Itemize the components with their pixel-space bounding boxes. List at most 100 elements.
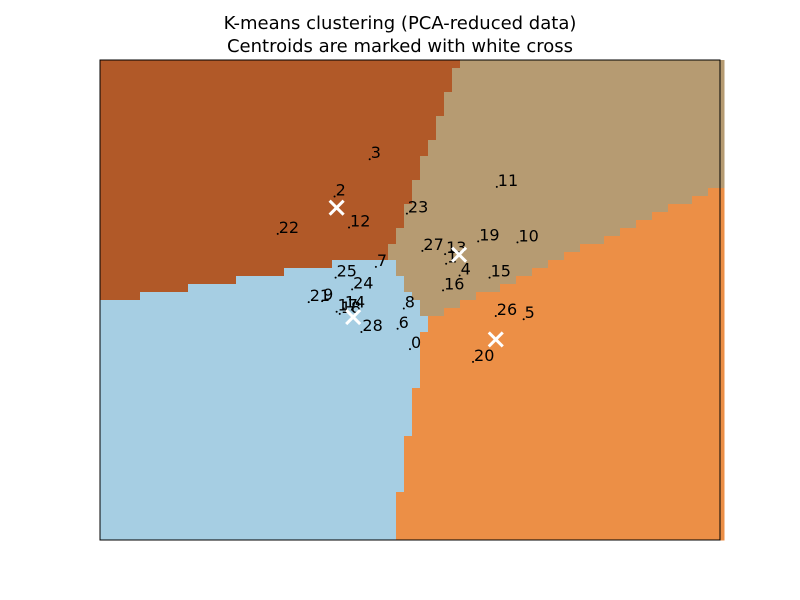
region-cell bbox=[636, 212, 645, 221]
region-cell bbox=[244, 452, 253, 461]
region-cell bbox=[132, 164, 141, 173]
region-cell bbox=[364, 428, 373, 437]
region-cell bbox=[140, 204, 149, 213]
region-cell bbox=[364, 444, 373, 453]
data-point bbox=[522, 318, 525, 321]
region-cell bbox=[412, 260, 421, 269]
region-cell bbox=[436, 100, 445, 109]
region-cell bbox=[532, 228, 541, 237]
region-cell bbox=[396, 116, 405, 125]
region-cell bbox=[684, 524, 693, 533]
region-cell bbox=[572, 332, 581, 341]
region-cell bbox=[444, 84, 453, 93]
region-cell bbox=[612, 468, 621, 477]
region-cell bbox=[292, 196, 301, 205]
region-cell bbox=[420, 364, 429, 373]
region-cell bbox=[196, 76, 205, 85]
region-cell bbox=[540, 324, 549, 333]
region-cell bbox=[268, 284, 277, 293]
region-cell bbox=[500, 516, 509, 525]
region-cell bbox=[100, 420, 109, 429]
region-cell bbox=[388, 420, 397, 429]
region-cell bbox=[588, 196, 597, 205]
region-cell bbox=[212, 140, 221, 149]
region-cell bbox=[316, 420, 325, 429]
region-cell bbox=[660, 300, 669, 309]
region-cell bbox=[324, 476, 333, 485]
region-cell bbox=[236, 356, 245, 365]
region-cell bbox=[212, 164, 221, 173]
region-cell bbox=[660, 260, 669, 269]
region-cell bbox=[572, 292, 581, 301]
region-cell bbox=[548, 220, 557, 229]
region-cell bbox=[628, 188, 637, 197]
region-cell bbox=[236, 252, 245, 261]
region-cell bbox=[148, 84, 157, 93]
region-cell bbox=[484, 228, 493, 237]
region-cell bbox=[316, 196, 325, 205]
region-cell bbox=[164, 388, 173, 397]
region-cell bbox=[692, 388, 701, 397]
region-cell bbox=[148, 308, 157, 317]
region-cell bbox=[212, 188, 221, 197]
region-cell bbox=[252, 380, 261, 389]
region-cell bbox=[228, 268, 237, 277]
region-cell bbox=[596, 500, 605, 509]
region-cell bbox=[532, 532, 541, 541]
region-cell bbox=[660, 132, 669, 141]
region-cell bbox=[116, 500, 125, 509]
region-cell bbox=[196, 68, 205, 77]
region-cell bbox=[692, 276, 701, 285]
region-cell bbox=[316, 404, 325, 413]
region-cell bbox=[180, 172, 189, 181]
region-cell bbox=[556, 188, 565, 197]
region-cell bbox=[508, 84, 517, 93]
region-cell bbox=[348, 196, 357, 205]
region-cell bbox=[188, 164, 197, 173]
region-cell bbox=[700, 212, 709, 221]
region-cell bbox=[380, 76, 389, 85]
region-cell bbox=[116, 148, 125, 157]
region-cell bbox=[500, 476, 509, 485]
region-cell bbox=[700, 116, 709, 125]
region-cell bbox=[276, 172, 285, 181]
region-cell bbox=[268, 276, 277, 285]
region-cell bbox=[404, 348, 413, 357]
region-cell bbox=[524, 428, 533, 437]
data-point bbox=[477, 240, 480, 243]
region-cell bbox=[708, 452, 717, 461]
region-cell bbox=[300, 124, 309, 133]
region-cell bbox=[300, 260, 309, 269]
region-cell bbox=[524, 332, 533, 341]
region-cell bbox=[244, 180, 253, 189]
region-cell bbox=[692, 500, 701, 509]
region-cell bbox=[468, 516, 477, 525]
region-cell bbox=[228, 444, 237, 453]
region-cell bbox=[548, 164, 557, 173]
region-cell bbox=[164, 300, 173, 309]
region-cell bbox=[156, 132, 165, 141]
region-cell bbox=[604, 332, 613, 341]
region-cell bbox=[620, 60, 629, 69]
region-cell bbox=[276, 476, 285, 485]
region-cell bbox=[700, 292, 709, 301]
region-cell bbox=[180, 356, 189, 365]
region-cell bbox=[476, 316, 485, 325]
region-cell bbox=[636, 276, 645, 285]
region-cell bbox=[156, 260, 165, 269]
region-cell bbox=[604, 276, 613, 285]
region-cell bbox=[460, 220, 469, 229]
region-cell bbox=[516, 196, 525, 205]
region-cell bbox=[668, 228, 677, 237]
region-cell bbox=[684, 484, 693, 493]
region-cell bbox=[700, 268, 709, 277]
region-cell bbox=[300, 276, 309, 285]
region-cell bbox=[148, 340, 157, 349]
region-cell bbox=[596, 268, 605, 277]
region-cell bbox=[348, 516, 357, 525]
region-cell bbox=[444, 396, 453, 405]
region-cell bbox=[500, 252, 509, 261]
region-cell bbox=[324, 268, 333, 277]
region-cell bbox=[124, 388, 133, 397]
region-cell bbox=[236, 436, 245, 445]
